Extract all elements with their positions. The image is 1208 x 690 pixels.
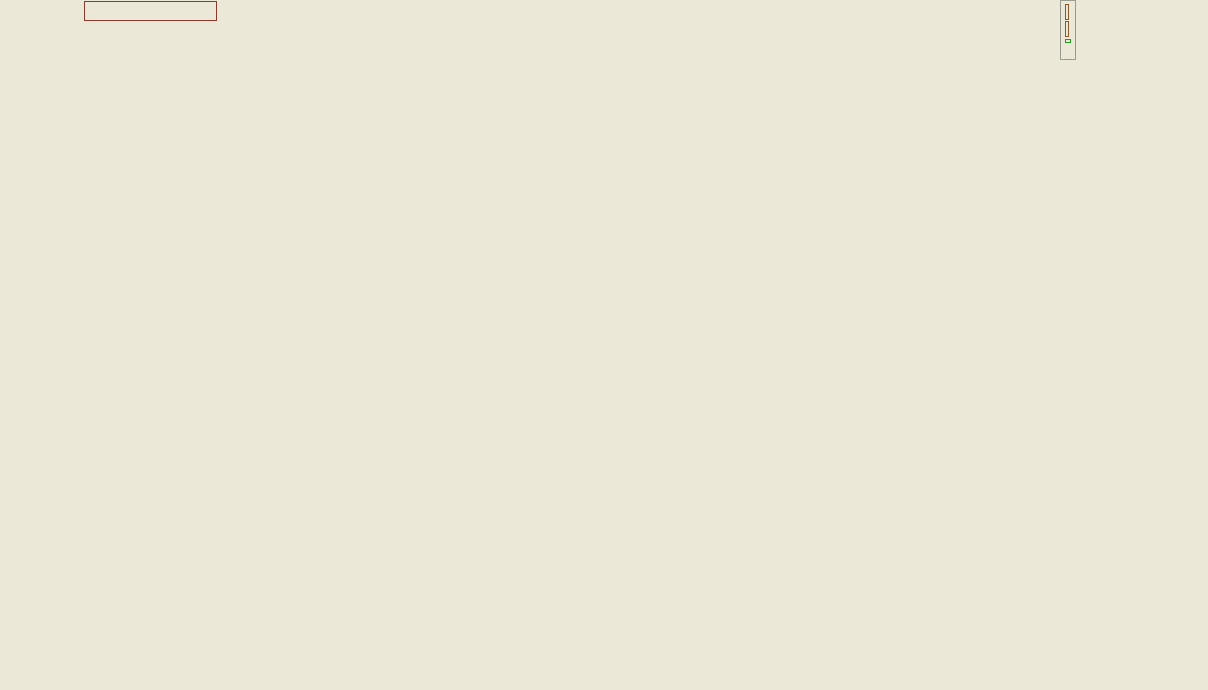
- month-label: [85, 2, 218, 22]
- main-display-caption-line2: [1065, 21, 1071, 37]
- wind-display-caption: [1063, 0, 1205, 20]
- main-display-caption-line1: [1065, 4, 1071, 20]
- timestamp-box: [1065, 39, 1071, 43]
- info-panel: [1061, 1, 1075, 59]
- month-badge: [84, 1, 217, 21]
- page-header: [0, 0, 1208, 22]
- page-title: [348, 1, 948, 21]
- main-caption-highlight2: [1065, 21, 1069, 37]
- info-panel-frame: [1060, 0, 1076, 60]
- main-caption-highlight: [1065, 4, 1069, 20]
